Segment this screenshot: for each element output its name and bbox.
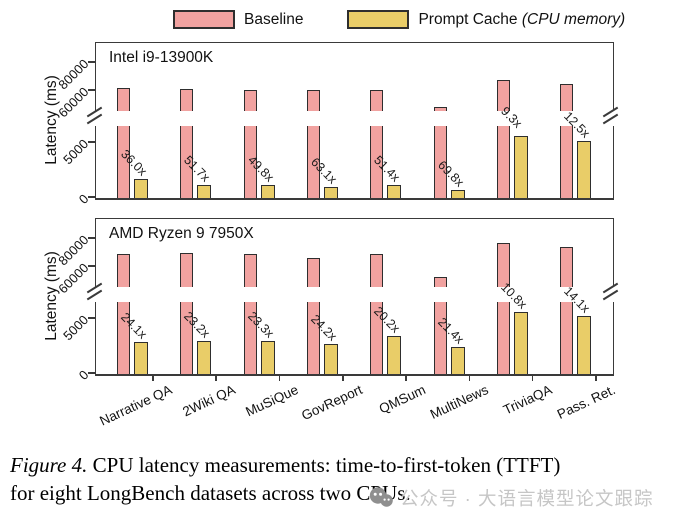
y-tick-label: 5000	[57, 133, 91, 167]
plot-title: Intel i9-13900K	[109, 49, 214, 66]
chart-legend: Baseline Prompt Cache (CPU memory)	[173, 10, 625, 29]
y-tickmark	[88, 61, 95, 63]
x-tick-label-text: Narrative QA	[97, 382, 175, 429]
x-tickmark	[341, 375, 344, 381]
cache-bar	[323, 343, 338, 374]
x-tick-label: QMSum	[372, 381, 427, 417]
watermark-text: 公众号 · 大语言模型论文跟踪	[400, 488, 654, 509]
baseline-bar	[496, 79, 510, 198]
y-tickmark	[88, 89, 95, 91]
baseline-bar	[496, 243, 510, 374]
cache-bar	[134, 342, 148, 374]
y-tickmark	[88, 372, 95, 374]
cache-bar	[197, 341, 212, 374]
x-tick-label: Narrative QA	[90, 381, 174, 429]
figure-caption: Figure 4. CPU latency measurements: time…	[10, 451, 670, 507]
cache-bar	[577, 316, 592, 374]
x-tick-label: 2Wiki QA	[175, 381, 237, 419]
cache-bar	[134, 179, 148, 198]
baseline-legend-swatch	[173, 10, 235, 29]
cache-bar	[387, 185, 402, 198]
y-tick-label-text: 5000	[60, 136, 92, 168]
watermark: 公众号 · 大语言模型论文跟踪	[368, 485, 653, 511]
y-axis-label: Latency (ms)	[43, 74, 60, 165]
x-tick-label: MuSiQue	[238, 381, 301, 419]
y-tickmark	[88, 237, 95, 239]
cache-bar	[260, 184, 275, 198]
baseline-bar	[243, 89, 257, 198]
cache-bar	[450, 190, 465, 198]
cache-legend-swatch	[347, 10, 410, 29]
baseline-bar	[433, 107, 447, 198]
plot-area-intel: Intel i9-13900K 36.0x 51.7x 49.8x 63.1x 51.4x…	[86, 42, 619, 200]
baseline-bar	[560, 84, 574, 198]
baseline-bar	[117, 253, 130, 374]
baseline-bar	[117, 88, 130, 198]
x-tick-label-text: GovReport	[298, 382, 365, 424]
y-tick-label-text: 0	[75, 191, 92, 207]
axis-break-band	[93, 287, 616, 302]
baseline-bar	[306, 257, 320, 374]
cache-bar	[450, 346, 465, 374]
x-tickmark	[278, 375, 281, 381]
cache-bar	[197, 184, 212, 198]
x-tick-label-text: MultiNews	[428, 382, 491, 422]
cache-bar	[260, 341, 275, 374]
x-tickmark	[531, 375, 534, 381]
y-tick-label-text: 0	[75, 367, 92, 383]
plot-title: AMD Ryzen 9 7950X	[109, 225, 254, 242]
x-tickmark	[468, 375, 471, 381]
baseline-bar	[370, 254, 384, 374]
baseline-bar	[180, 88, 194, 198]
x-tick-label-text: QMSum	[376, 382, 428, 417]
x-tick-label: GovReport	[293, 381, 365, 423]
cache-bar	[323, 187, 338, 198]
x-tickmark	[152, 375, 154, 381]
y-tick-label: 0	[76, 364, 92, 383]
x-tick-label: MultiNews	[422, 381, 491, 422]
x-tick-label: TriviaQA	[496, 381, 554, 418]
x-tick-label: Pass. Ret.	[549, 381, 618, 422]
baseline-legend-label: Baseline	[244, 10, 304, 28]
x-tick-label-text: TriviaQA	[500, 382, 555, 418]
cache-bar	[387, 336, 402, 374]
x-tickmark	[215, 375, 217, 381]
x-tick-label-text: 2Wiki QA	[180, 382, 238, 420]
x-tickmark	[405, 375, 407, 381]
cache-bar	[513, 312, 528, 374]
y-tick-label-text: 5000	[60, 312, 92, 344]
baseline-bar	[243, 253, 257, 374]
x-tickmark	[595, 375, 597, 381]
caption-line2: for eight LongBench datasets across two …	[10, 481, 411, 505]
plot-area-amd: AMD Ryzen 9 7950X 24.1x 23.2x 23.3x 24.2x 20.…	[86, 218, 619, 376]
caption-label: Figure 4.	[10, 453, 88, 477]
cache-bar	[577, 140, 592, 198]
baseline-bar	[370, 89, 384, 198]
baseline-bar	[560, 247, 574, 374]
cache-bar	[513, 136, 528, 198]
axis-break-band	[93, 111, 616, 126]
y-tick-label: 5000	[57, 309, 91, 343]
baseline-bar	[306, 89, 320, 198]
cache-legend-text: Prompt Cache	[418, 10, 518, 28]
y-axis-label: Latency (ms)	[43, 250, 60, 341]
cache-legend-note: (CPU memory)	[521, 10, 626, 28]
y-tick-label: 0	[76, 188, 92, 207]
y-tickmark	[88, 317, 95, 319]
x-tick-label-text: Pass. Ret.	[554, 382, 618, 422]
baseline-bar	[180, 253, 194, 374]
caption-line1: CPU latency measurements: time-to-first-…	[92, 453, 561, 477]
cache-legend-label: Prompt Cache (CPU memory)	[418, 11, 625, 29]
y-tickmark	[88, 265, 95, 267]
y-tickmark	[88, 196, 95, 198]
y-tickmark	[88, 141, 95, 143]
wechat-icon	[369, 487, 393, 507]
